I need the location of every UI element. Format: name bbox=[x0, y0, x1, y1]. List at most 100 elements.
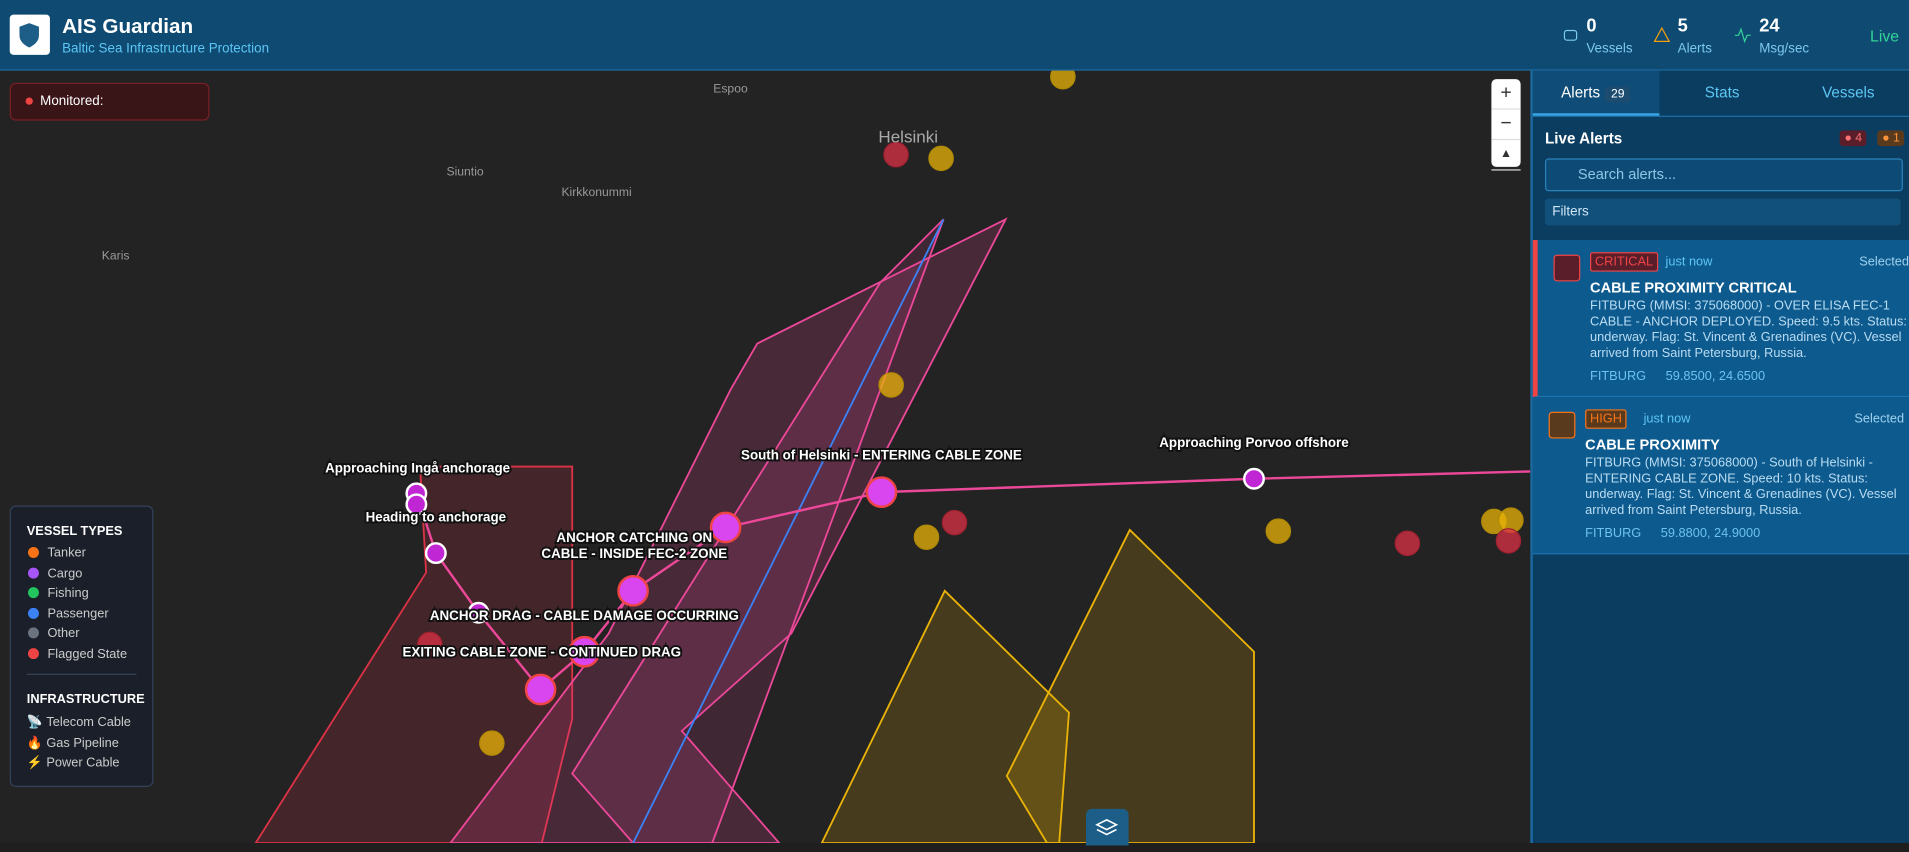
vessel-marker bbox=[1394, 530, 1421, 557]
alert-footer: FITBURG 59.8800, 24.9000 bbox=[1585, 526, 1760, 541]
live-status[interactable]: Live bbox=[1870, 26, 1900, 46]
legend-item: ⚡ Power Cable bbox=[26, 754, 152, 770]
search-input[interactable]: Search alerts... bbox=[1544, 158, 1903, 192]
legend-swatch bbox=[28, 546, 39, 558]
legend: VESSEL TYPES Tanker Cargo Fishing Passenger… bbox=[9, 505, 154, 787]
high-count: ● 1 bbox=[1877, 130, 1905, 147]
legend-label: Other bbox=[47, 626, 80, 641]
legend-swatch bbox=[28, 647, 39, 659]
legend-icon: 📡 bbox=[26, 715, 43, 730]
sidebar: Alerts 29 Stats Vessels Live Alerts ● 4 ●… bbox=[1530, 70, 1909, 844]
alert-icon bbox=[1548, 411, 1576, 439]
legend-title: VESSEL TYPES bbox=[26, 523, 123, 539]
stat: 24 Msg/sec bbox=[1759, 16, 1809, 59]
place-label: Karis bbox=[102, 248, 130, 262]
legend-label: Flagged State bbox=[47, 646, 128, 661]
vessel-marker bbox=[913, 524, 940, 551]
alert-icon bbox=[1553, 254, 1581, 282]
critical-count: ● 4 bbox=[1839, 130, 1867, 147]
stat-label: Vessels bbox=[1586, 41, 1633, 57]
app-subtitle: Baltic Sea Infrastructure Protection bbox=[62, 41, 270, 57]
vessel-marker bbox=[479, 730, 505, 756]
critical-count-value: 4 bbox=[1855, 131, 1862, 145]
place-label: Kirkkonummi bbox=[561, 185, 631, 199]
alert-footer: FITBURG 59.8500, 24.6500 bbox=[1590, 369, 1765, 384]
track-point bbox=[568, 635, 601, 668]
alert-title: CABLE PROXIMITY CRITICAL bbox=[1590, 278, 1797, 297]
legend-title: INFRASTRUCTURE bbox=[26, 691, 145, 707]
vessel-marker bbox=[928, 145, 954, 172]
alert-body: FITBURG (MMSI: 375068000) - OVER ELISA F… bbox=[1590, 298, 1907, 361]
stat: 0 Vessels bbox=[1586, 16, 1632, 59]
legend-item: Passenger bbox=[28, 606, 152, 621]
vessel-marker bbox=[1050, 70, 1076, 90]
legend-label: Fishing bbox=[47, 585, 89, 601]
alert-body: FITBURG (MMSI: 375068000) - South of Hel… bbox=[1585, 455, 1897, 518]
alert-severity: CRITICAL bbox=[1590, 252, 1659, 272]
track-point bbox=[405, 493, 428, 516]
vessel-label: EXITING CABLE ZONE - CONTINUED DRAG bbox=[402, 645, 681, 660]
filters-toggle[interactable]: Filters bbox=[1544, 198, 1901, 226]
alert-card[interactable]: HIGH just now Selected CABLE PROXIMITY FITBU… bbox=[1532, 397, 1909, 555]
alert-status: Selected bbox=[1854, 411, 1905, 427]
alert-vessel: FITBURG bbox=[1590, 369, 1647, 384]
tab[interactable]: Alerts 29 bbox=[1532, 70, 1660, 116]
compass[interactable]: ▲ bbox=[1491, 140, 1521, 171]
vessel-marker bbox=[883, 141, 909, 168]
vessel-label: South of Helsinki - ENTERING CABLE ZONE bbox=[741, 447, 1022, 462]
layers-button[interactable] bbox=[1085, 808, 1129, 846]
track-point bbox=[617, 574, 649, 607]
track-point bbox=[467, 601, 490, 624]
alert-position: 59.8500, 24.6500 bbox=[1665, 369, 1766, 384]
legend-item: Fishing bbox=[28, 586, 152, 601]
tab[interactable]: Vessels bbox=[1822, 84, 1875, 102]
alert-severity: HIGH bbox=[1585, 409, 1627, 429]
place-label: Helsinki bbox=[878, 128, 938, 147]
zoom-out[interactable]: − bbox=[1491, 110, 1521, 141]
alert-card[interactable]: CRITICAL just now Selected CABLE PROXIMITY … bbox=[1532, 239, 1909, 398]
legend-label: Gas Pipeline bbox=[46, 735, 119, 750]
stat-value: 0 bbox=[1586, 15, 1597, 37]
tabs: Alerts 29 Stats Vessels bbox=[1532, 70, 1909, 117]
map[interactable]: Espoo Helsinki Siuntio Kirkkonummi Karis… bbox=[0, 70, 1531, 844]
zoom-in[interactable]: + bbox=[1491, 79, 1521, 110]
legend-label: Tanker bbox=[47, 545, 86, 561]
alert-status: Selected bbox=[1859, 254, 1909, 270]
zoom-control: + − ▲ bbox=[1491, 79, 1521, 171]
legend-item: Cargo bbox=[28, 566, 152, 581]
legend-item: 📡 Telecom Cable bbox=[26, 714, 152, 730]
alert-time: just now bbox=[1665, 254, 1713, 270]
vessel-marker bbox=[878, 372, 904, 398]
track-point bbox=[865, 476, 898, 508]
vessel-label: Approaching Ingå anchorage bbox=[325, 461, 510, 476]
place-label: Siuntio bbox=[446, 164, 483, 178]
stat: 5 Alerts bbox=[1678, 16, 1712, 59]
track-point bbox=[1243, 467, 1265, 490]
monitored-flags: Monitored: bbox=[9, 82, 210, 121]
legend-swatch bbox=[28, 567, 39, 579]
legend-item: 🔥 Gas Pipeline bbox=[26, 734, 152, 750]
stat-value: 5 bbox=[1677, 15, 1688, 37]
legend-swatch bbox=[28, 587, 39, 599]
stat-label: Msg/sec bbox=[1759, 41, 1810, 57]
legend-swatch bbox=[28, 607, 39, 619]
stat-value: 24 bbox=[1759, 15, 1780, 37]
monitored-label: Monitored: bbox=[40, 93, 104, 109]
legend-icon: ⚡ bbox=[26, 755, 43, 770]
vessel-label: Heading to anchorage bbox=[366, 509, 506, 524]
track-point bbox=[709, 511, 742, 544]
track-point bbox=[524, 673, 557, 706]
legend-swatch bbox=[28, 627, 39, 639]
legend-icon: 🔥 bbox=[26, 735, 43, 750]
legend-label: Cargo bbox=[47, 565, 83, 581]
vessel-label: CABLE - INSIDE FEC-2 ZONE bbox=[541, 546, 727, 561]
vessel-marker bbox=[1265, 518, 1292, 544]
alert-vessel: FITBURG bbox=[1585, 526, 1642, 541]
legend-label: Telecom Cable bbox=[46, 715, 131, 730]
tab[interactable]: Stats bbox=[1704, 84, 1740, 102]
alert-time: just now bbox=[1643, 411, 1691, 427]
vessel-marker bbox=[416, 631, 443, 658]
alert-position: 59.8800, 24.9000 bbox=[1660, 526, 1761, 541]
